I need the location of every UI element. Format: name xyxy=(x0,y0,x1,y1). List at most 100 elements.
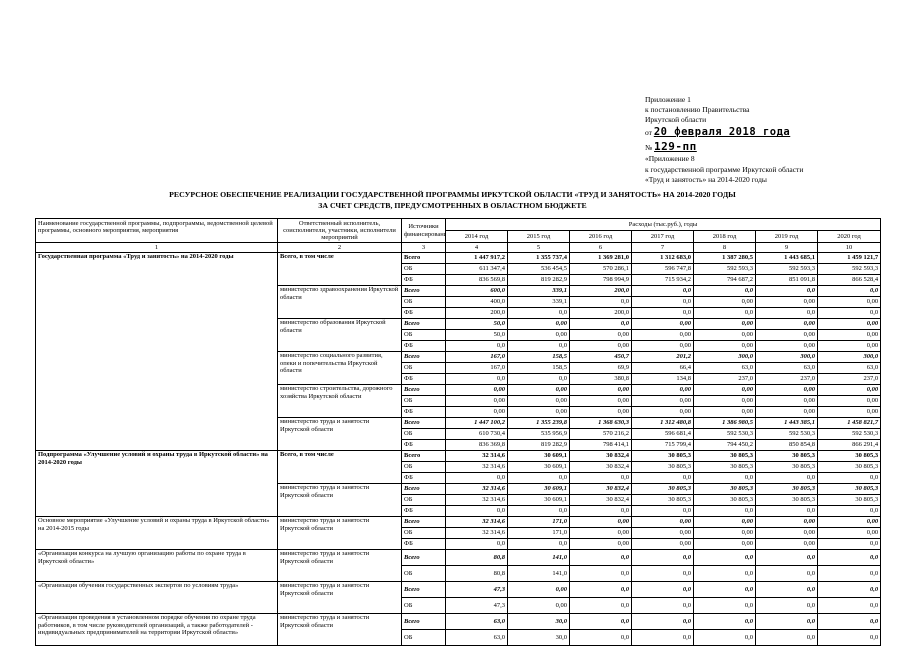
executor-cell: министерство труда и занятости Иркутской… xyxy=(277,580,402,614)
value-cell: 47,3 xyxy=(445,580,508,598)
value-cell: 0,0 xyxy=(631,295,694,308)
annex-line-2: к постановлению Правительства xyxy=(645,105,750,115)
value-cell: 0,0 xyxy=(816,612,882,630)
value-cell: 536 454,5 xyxy=(507,262,570,275)
value-cell: 0,00 xyxy=(507,328,570,341)
table-row: ФБ 836 569,8 819 282,9 798 994,9 715 934,2 79… xyxy=(36,273,882,286)
value-cell: 47,3 xyxy=(445,596,508,614)
value-cell: 0,00 xyxy=(693,383,756,396)
value-cell: 30 832,4 xyxy=(569,449,632,462)
funding-source-cell: Всего xyxy=(401,515,446,528)
value-cell: 0,00 xyxy=(631,383,694,396)
value-cell: 0,0 xyxy=(445,339,508,352)
executor-cell: министерство строительства, дорожного хо… xyxy=(277,383,402,418)
funding-source-cell: ФБ xyxy=(401,306,446,319)
value-cell: 50,0 xyxy=(445,328,508,341)
table-column-numbers-row: 1 2 3 4 5 6 7 8 9 10 xyxy=(35,242,882,253)
value-cell: 30 832,4 xyxy=(569,482,632,495)
value-cell: 866 528,4 xyxy=(816,273,882,286)
value-cell: 0,00 xyxy=(569,339,632,352)
funding-source-cell: ОБ xyxy=(401,295,446,308)
value-cell: 200,0 xyxy=(569,306,632,319)
value-cell: 0,00 xyxy=(816,328,882,341)
value-cell: 0,00 xyxy=(755,339,818,352)
value-cell: 0,00 xyxy=(693,537,756,550)
value-cell: 0,0 xyxy=(569,504,632,517)
value-cell: 0,0 xyxy=(507,306,570,319)
value-cell: 0,0 xyxy=(755,628,818,646)
value-cell: 0,00 xyxy=(507,394,570,407)
funding-source-cell: ОБ xyxy=(401,328,446,341)
value-cell: 0,00 xyxy=(816,339,882,352)
value-cell: 0,0 xyxy=(816,628,882,646)
value-cell: 1 447 917,2 xyxy=(445,251,508,264)
value-cell: 592 593,3 xyxy=(755,262,818,275)
table-row: ФБ 0,0 0,0 0,00 0,00 0,00 0,00 0,0 xyxy=(36,537,882,550)
funding-source-cell: ОБ xyxy=(401,526,446,539)
value-cell: 0,0 xyxy=(445,504,508,517)
value-cell: 30 609,1 xyxy=(507,482,570,495)
value-cell: 32 314,6 xyxy=(445,482,508,495)
value-cell: 0,0 xyxy=(816,537,882,550)
value-cell: 0,00 xyxy=(693,405,756,418)
value-cell: 0,0 xyxy=(631,471,694,484)
executor-cell: Всего, в том числе xyxy=(277,251,402,286)
funding-source-cell: ОБ xyxy=(401,596,446,614)
value-cell: 0,00 xyxy=(631,405,694,418)
value-cell: 300,0 xyxy=(816,350,882,363)
value-cell: 450,7 xyxy=(569,350,632,363)
table-row: Государственная программа «Труд и занято… xyxy=(35,251,882,451)
table-row: ОБ 0,00 0,00 0,00 0,00 0,00 0,00 0,00 xyxy=(36,394,882,407)
value-cell: 819 282,9 xyxy=(507,273,570,286)
funding-source-cell: Всего xyxy=(401,416,446,429)
value-cell: 339,1 xyxy=(507,284,570,297)
value-cell: 0,0 xyxy=(693,504,756,517)
value-cell: 300,0 xyxy=(755,350,818,363)
value-cell: 0,00 xyxy=(755,394,818,407)
year-header: 2017 год xyxy=(631,230,694,244)
value-cell: 380,8 xyxy=(569,372,632,385)
value-cell: 0,00 xyxy=(693,394,756,407)
document-title: РЕСУРСНОЕ ОБЕСПЕЧЕНИЕ РЕАЛИЗАЦИИ ГОСУДАР… xyxy=(60,190,845,211)
value-cell: 836 569,8 xyxy=(445,273,508,286)
value-cell: 30 805,3 xyxy=(693,482,756,495)
value-cell: 0,00 xyxy=(755,317,818,330)
column-number: 9 xyxy=(755,242,818,253)
table-header-row: Наименование государственной программы, … xyxy=(35,217,882,244)
value-cell: 237,0 xyxy=(755,372,818,385)
value-cell: 0,00 xyxy=(816,317,882,330)
value-cell: 0,0 xyxy=(631,284,694,297)
column-number: 5 xyxy=(507,242,570,253)
value-cell: 63,0 xyxy=(693,361,756,374)
value-cell: 30 805,3 xyxy=(631,460,694,473)
value-cell: 66,4 xyxy=(631,361,694,374)
annex-line-1: Приложение 1 xyxy=(645,95,691,104)
value-cell: 158,5 xyxy=(507,350,570,363)
value-cell: 0,0 xyxy=(755,548,818,566)
value-cell: 0,0 xyxy=(816,504,882,517)
year-header: 2020 год xyxy=(816,230,882,244)
value-cell: 30 609,1 xyxy=(507,460,570,473)
year-header: 2015 год xyxy=(507,230,570,244)
funding-source-cell: ФБ xyxy=(401,471,446,484)
value-cell: 0,00 xyxy=(631,526,694,539)
value-cell: 141,0 xyxy=(507,564,570,582)
value-cell: 30 805,3 xyxy=(631,482,694,495)
value-cell: 0,0 xyxy=(569,580,632,598)
value-cell: 0,00 xyxy=(569,383,632,396)
value-cell: 80,8 xyxy=(445,564,508,582)
value-cell: 0,00 xyxy=(755,405,818,418)
value-cell: 0,00 xyxy=(445,394,508,407)
funding-source-cell: ФБ xyxy=(401,504,446,517)
value-cell: 80,8 xyxy=(445,548,508,566)
annex-number-prefix: № xyxy=(645,142,653,152)
annex-line-6: «Труд и занятость» на 2014-2020 годы xyxy=(645,174,767,184)
funding-source-cell: Всего xyxy=(401,317,446,330)
value-cell: 0,0 xyxy=(507,471,570,484)
value-cell: 158,5 xyxy=(507,361,570,374)
document-title-line-1: РЕСУРСНОЕ ОБЕСПЕЧЕНИЕ РЕАЛИЗАЦИИ ГОСУДАР… xyxy=(169,190,736,199)
annex-date-line: от 20 февраля 2018 года xyxy=(645,125,885,139)
value-cell: 0,0 xyxy=(693,564,756,582)
value-cell: 0,0 xyxy=(631,628,694,646)
value-cell: 794 450,2 xyxy=(693,438,756,451)
